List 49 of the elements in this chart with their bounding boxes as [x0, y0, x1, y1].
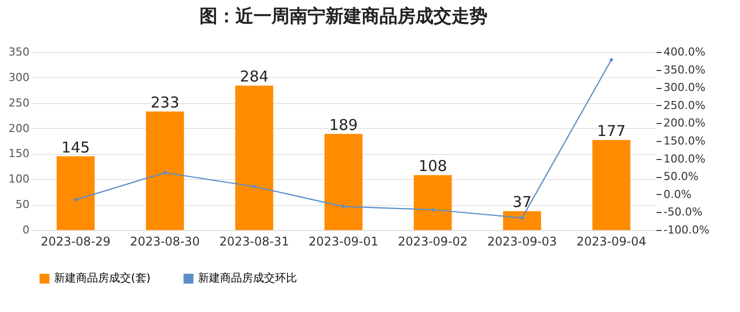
y2-tick-label: 150.0%: [664, 134, 706, 148]
y2-tick-label: 250.0%: [664, 98, 706, 112]
point: [520, 216, 524, 220]
x-tick-label: 2023-09-04: [576, 234, 646, 248]
data-label: 233: [150, 94, 180, 112]
y-tick-label: 350: [8, 46, 30, 58]
y2-tick-label: -100.0%: [664, 224, 710, 236]
x-tick-label: 2023-08-31: [219, 234, 290, 248]
bar: [324, 134, 362, 230]
bar: [235, 86, 274, 230]
y2-tick-label: 400.0%: [664, 46, 706, 58]
x-tick-label: 2023-08-29: [40, 234, 111, 248]
x-tick-label: 2023-09-01: [308, 234, 378, 248]
x-tick-label: 2023-08-30: [130, 234, 200, 248]
point: [609, 58, 614, 62]
x-tick-label: 2023-09-03: [487, 234, 557, 248]
data-label: 145: [61, 138, 90, 156]
y2-tick-label: 300.0%: [664, 81, 706, 94]
bar: [414, 175, 452, 230]
data-label: 37: [512, 193, 532, 212]
bar: [503, 211, 542, 230]
point: [430, 208, 435, 212]
legend-label: 新建商品房成交环比: [198, 272, 297, 285]
y2-tick-label: 50.0%: [664, 170, 698, 184]
y-tick-label: 100: [8, 172, 30, 186]
y-tick-label: 150: [8, 147, 30, 160]
data-label: 177: [597, 122, 626, 140]
y2-tick-label: -50.0%: [664, 206, 702, 219]
y2-tick-label: 100.0%: [664, 152, 706, 166]
y2-tick-label: 350.0%: [664, 63, 706, 76]
bar: [146, 112, 184, 230]
bar: [56, 156, 95, 230]
y2-tick-label: 0.0%: [664, 188, 692, 201]
chart-title: 图：近一周南宁新建商品房成交走势: [200, 6, 488, 27]
y-tick-label: 50: [16, 198, 30, 212]
data-label: 189: [329, 116, 358, 134]
y-tick-label: 300: [8, 70, 30, 84]
x-tick-label: 2023-09-02: [398, 234, 468, 248]
legend-label: 新建商品房成交(套): [54, 272, 151, 285]
data-label: 284: [240, 68, 269, 86]
point: [341, 204, 346, 209]
y-tick-label: 250: [8, 96, 30, 110]
y-tick-label: 0: [22, 224, 30, 236]
bar: [592, 140, 630, 230]
point: [162, 170, 168, 175]
point: [74, 198, 78, 202]
y2-tick-label: 200.0%: [664, 116, 706, 130]
y-tick-label: 200: [8, 122, 30, 135]
data-label: 108: [418, 157, 448, 176]
